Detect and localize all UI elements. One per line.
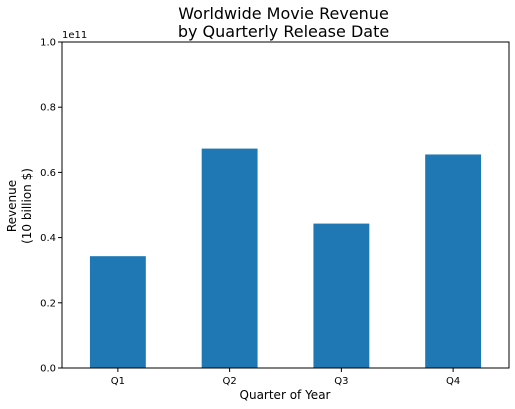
x-tick-label: Q3 [334,376,348,387]
y-axis-title: Revenue (10 billion $) [5,168,34,244]
y-tick-label: 0.0 [40,364,56,375]
y-tick-label: 0.8 [40,103,56,114]
x-tick-label: Q4 [446,376,460,387]
bars [89,148,482,368]
bar-q4 [425,154,482,368]
bar-q1 [89,256,146,368]
bar-q2 [201,148,258,368]
y-tick-label: 0.2 [40,298,56,309]
x-ticks: Q1 Q2 Q3 Q4 [111,368,460,387]
y-ticks: 0.0 0.2 0.4 0.6 0.8 1.0 [40,38,62,375]
y-axis-title-line-1: Revenue [5,180,19,232]
y-tick-label: 0.6 [40,168,56,179]
y-tick-label: 1.0 [40,38,56,49]
x-axis-title: Quarter of Year [240,388,331,402]
x-tick-label: Q1 [111,376,125,387]
y-offset-label: 1e11 [62,30,87,41]
chart-title-line-2: by Quarterly Release Date [178,22,389,41]
y-tick-label: 0.4 [40,233,56,244]
y-axis-title-line-2: (10 billion $) [20,168,34,244]
plot-frame [61,41,510,369]
chart-title-line-1: Worldwide Movie Revenue [178,4,389,23]
bar-q3 [313,223,370,368]
x-tick-label: Q2 [223,376,237,387]
